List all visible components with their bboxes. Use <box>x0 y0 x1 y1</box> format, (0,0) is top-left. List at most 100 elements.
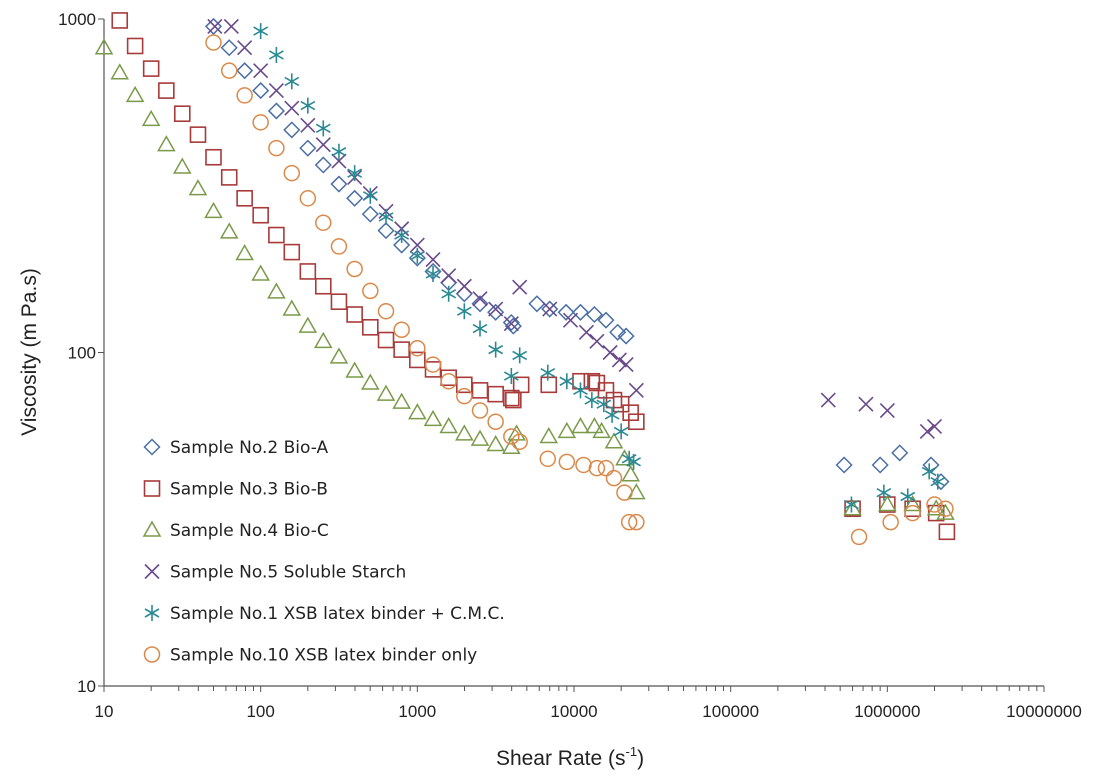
data-point <box>628 382 644 398</box>
data-point <box>903 495 922 512</box>
x-tick-label: 10 <box>95 702 114 721</box>
data-point <box>562 312 579 328</box>
data-point <box>205 148 222 166</box>
x-axis-title: Shear Rate (s-1) <box>496 744 644 770</box>
data-point <box>393 341 410 358</box>
data-point <box>456 278 472 294</box>
data-point <box>392 392 411 409</box>
data-point <box>926 499 946 516</box>
data-point <box>571 416 590 434</box>
data-point <box>346 306 363 323</box>
data-point <box>597 311 615 329</box>
data-point <box>125 85 145 103</box>
data-point <box>937 500 954 518</box>
data-point <box>157 135 176 152</box>
data-point <box>346 260 363 278</box>
data-point <box>938 523 956 541</box>
data-point <box>540 376 558 394</box>
legend-label: Sample No.3 Bio-B <box>170 480 328 500</box>
data-point <box>425 265 441 282</box>
x-tick-label: 1000000 <box>854 702 920 721</box>
legend-label: Sample No.4 Bio-C <box>170 521 329 541</box>
data-point <box>207 18 223 34</box>
data-point <box>299 263 317 280</box>
data-point <box>583 372 601 390</box>
data-point <box>424 356 442 373</box>
data-point <box>622 404 639 421</box>
data-point <box>882 513 899 531</box>
data-point <box>409 237 425 253</box>
data-point <box>503 428 520 445</box>
data-point <box>378 208 394 225</box>
data-point <box>220 62 238 79</box>
data-point <box>504 317 522 335</box>
data-point <box>252 82 270 100</box>
data-point <box>237 40 253 56</box>
data-point <box>347 165 363 182</box>
plot-area <box>94 12 956 546</box>
data-point <box>932 473 950 491</box>
x-tick-label: 100000 <box>702 702 759 721</box>
data-point <box>871 456 889 474</box>
data-point <box>511 433 528 450</box>
data-point <box>626 453 641 470</box>
data-point <box>251 264 270 281</box>
data-point <box>592 421 611 439</box>
data-point <box>377 331 395 349</box>
data-point <box>283 121 301 139</box>
data-point <box>252 206 269 224</box>
data-point <box>330 238 348 255</box>
y-tick-label: 10 <box>77 677 96 696</box>
data-point <box>126 37 144 55</box>
data-point <box>621 465 640 482</box>
data-point <box>223 18 239 34</box>
data-point <box>539 426 559 444</box>
data-point <box>540 364 556 381</box>
data-point <box>236 87 253 104</box>
legend-label: Sample No.2 Bio-A <box>170 438 328 458</box>
data-point <box>330 175 348 193</box>
legend-marker <box>143 480 161 497</box>
data-point <box>512 347 528 364</box>
x-tick-label: 1000 <box>398 702 436 721</box>
y-tick-label: 1000 <box>58 10 96 29</box>
data-point <box>512 376 530 394</box>
data-point <box>628 513 645 531</box>
legend-item: Sample No.3 Bio-B <box>143 480 328 500</box>
data-point <box>604 432 624 449</box>
data-point <box>835 456 853 474</box>
data-point <box>528 295 546 313</box>
data-point <box>488 301 504 317</box>
data-point <box>220 169 238 186</box>
x-tick-label: 100 <box>246 702 274 721</box>
data-point <box>142 60 160 77</box>
data-point <box>299 190 317 207</box>
legend-item: Sample No.1 XSB latex binder + C.M.C. <box>144 604 505 624</box>
data-point <box>609 323 627 341</box>
data-point <box>298 316 318 333</box>
data-point <box>512 279 528 295</box>
data-point <box>891 444 909 462</box>
data-point <box>471 295 489 313</box>
data-point <box>283 164 301 182</box>
data-point <box>331 143 347 160</box>
legend-item: Sample No.2 Bio-A <box>143 438 328 458</box>
data-point <box>930 473 946 490</box>
x-tick-label: 10000000 <box>1006 702 1082 721</box>
data-point <box>362 187 378 204</box>
data-point <box>394 227 410 244</box>
data-point <box>236 62 254 80</box>
data-point <box>879 402 895 419</box>
data-point <box>300 117 316 133</box>
data-point <box>602 344 618 361</box>
data-point <box>611 352 628 368</box>
data-point <box>408 249 426 267</box>
data-point <box>282 299 302 316</box>
data-point <box>267 282 286 299</box>
data-point <box>189 126 207 143</box>
legend: Sample No.2 Bio-A Sample No.3 Bio-B Sample… <box>142 438 505 666</box>
data-point <box>620 513 638 531</box>
legend-item: Sample No.10 XSB latex binder only <box>143 646 477 666</box>
data-point <box>541 300 559 318</box>
data-point <box>503 368 519 385</box>
